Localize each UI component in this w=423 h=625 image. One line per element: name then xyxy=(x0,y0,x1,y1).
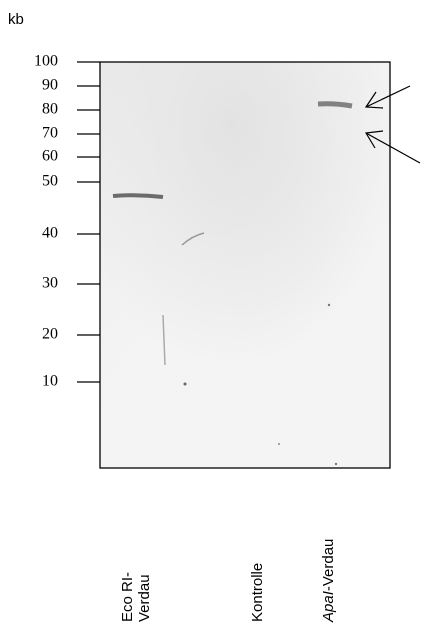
gel-figure: kb 100 90 80 70 60 50 40 30 20 10 Eco RI-Verdau Ko… xyxy=(0,0,423,625)
lane-label-italic: ApaI xyxy=(320,591,337,623)
marker-label: 70 xyxy=(42,125,58,142)
marker-label: 50 xyxy=(42,173,58,190)
speck xyxy=(184,383,187,386)
lane-label: ApaI-Verdau xyxy=(320,539,337,623)
speck xyxy=(328,304,330,306)
marker-label: 30 xyxy=(42,275,58,292)
marker-label: 20 xyxy=(42,326,58,343)
size-markers: 100 90 80 70 60 50 40 30 20 10 xyxy=(34,53,100,390)
lane-label-rest: -Verdau xyxy=(320,539,337,592)
lane-labels: Eco RI-Verdau Kontrolle ApaI-Verdau xyxy=(119,539,337,623)
marker-label: 60 xyxy=(42,148,58,165)
marker-label: 80 xyxy=(42,101,58,118)
lane-label: Kontrolle xyxy=(249,563,266,622)
lane-label: Eco RI-Verdau xyxy=(119,572,153,622)
speck xyxy=(335,463,337,465)
speck xyxy=(278,443,280,445)
lane-label-line: Kontrolle xyxy=(249,563,266,622)
lane-label-line: Eco RI- xyxy=(119,572,136,622)
band xyxy=(318,104,352,106)
lane-label-line: Verdau xyxy=(136,574,153,622)
gel-shading xyxy=(101,63,389,467)
marker-label: 10 xyxy=(42,373,58,390)
band xyxy=(113,195,163,197)
unit-label: kb xyxy=(8,11,24,28)
marker-label: 100 xyxy=(34,53,58,70)
marker-label: 90 xyxy=(42,77,58,94)
marker-label: 40 xyxy=(42,225,58,242)
